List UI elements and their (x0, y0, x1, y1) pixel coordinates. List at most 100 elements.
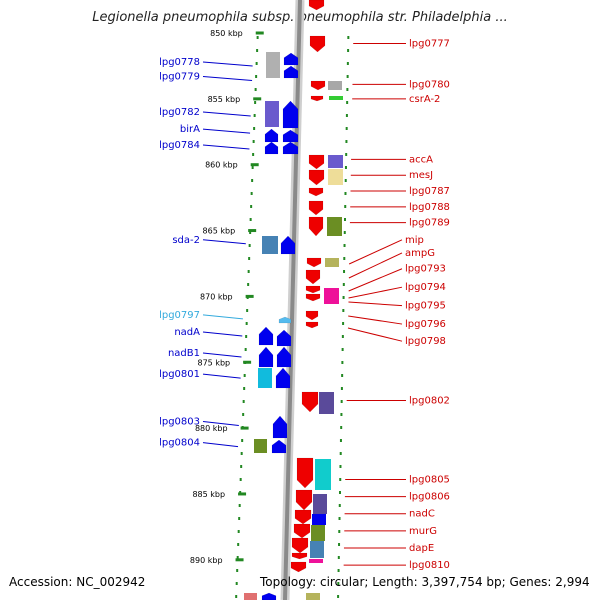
rail-tick (244, 348, 247, 351)
rail-tick (252, 153, 255, 156)
leader-line (202, 421, 239, 427)
rail-tick (248, 257, 251, 260)
gene-arrow (305, 269, 321, 285)
leader-line (202, 352, 242, 358)
gene-label-right[interactable]: lpg0777 (409, 39, 450, 50)
gene-box (319, 392, 334, 414)
gene-arrow (308, 200, 324, 216)
gene-label-right[interactable]: mip (405, 235, 424, 246)
leader-line (348, 286, 403, 299)
gene-label-left[interactable]: nadB1 (168, 348, 200, 359)
gene-label-right[interactable]: lpg0788 (409, 202, 450, 213)
rail-tick (340, 387, 343, 390)
gene-label-left[interactable]: sda-2 (172, 235, 200, 246)
leader-line (348, 252, 403, 279)
rail-tick (342, 309, 345, 312)
gene-arrow (308, 169, 325, 186)
gene-label-left[interactable]: lpg0782 (159, 107, 200, 118)
gene-label-right[interactable]: lpg0793 (405, 264, 446, 275)
rail-tick (245, 322, 248, 325)
leader-line (202, 128, 251, 134)
gene-arrow (264, 141, 279, 155)
gene-label-right[interactable]: lpg0805 (409, 474, 450, 485)
rail-tick (242, 400, 245, 403)
gene-label-right[interactable]: murG (409, 526, 437, 537)
rail-tick (343, 231, 346, 234)
rail-tick (252, 140, 255, 143)
gene-arrow (295, 489, 313, 511)
rail-tick (243, 387, 246, 390)
kbp-tick-mark (245, 294, 254, 298)
kbp-tick-label: 850 kbp (210, 29, 243, 38)
gene-label-right[interactable]: lpg0796 (405, 319, 446, 330)
leader-line (202, 111, 251, 117)
gene-label-right[interactable]: lpg0798 (405, 336, 446, 347)
rail-tick (253, 114, 256, 117)
rail-tick (238, 504, 241, 507)
gene-arrow (305, 293, 321, 302)
rail-tick (236, 556, 239, 559)
gene-label-right[interactable]: lpg0795 (405, 301, 446, 312)
rail-tick (339, 478, 342, 481)
gene-label-right[interactable]: nadC (409, 509, 435, 520)
gene-label-left[interactable]: lpg0804 (159, 438, 200, 449)
gene-label-left[interactable]: lpg0803 (159, 417, 200, 428)
rail-tick (346, 75, 349, 78)
gene-label-right[interactable]: lpg0810 (409, 560, 450, 571)
rail-tick (344, 166, 347, 169)
rail-tick (343, 244, 346, 247)
rail-tick (239, 478, 242, 481)
gene-label-left[interactable]: birA (180, 124, 200, 135)
gene-box (262, 236, 278, 254)
gene-label-left[interactable]: lpg0779 (159, 71, 200, 82)
rail-tick (345, 153, 348, 156)
gene-box (313, 494, 327, 514)
rail-tick (345, 140, 348, 143)
rail-tick (346, 101, 349, 104)
kbp-tick-mark (238, 492, 247, 496)
gene-label-left[interactable]: lpg0784 (159, 140, 200, 151)
gene-label-left[interactable]: nadA (174, 327, 200, 338)
gene-arrow (258, 346, 274, 368)
rail-tick (344, 218, 347, 221)
rail-tick (347, 49, 350, 52)
gene-arrow (272, 415, 288, 439)
gene-arrow (308, 216, 324, 237)
gene-label-left[interactable]: lpg0801 (159, 369, 200, 380)
gene-label-right[interactable]: dapE (409, 543, 434, 554)
kbp-tick-mark (248, 229, 257, 233)
rail-tick (340, 400, 343, 403)
gene-label-right[interactable]: csrA-2 (409, 94, 440, 105)
gene-label-right[interactable]: lpg0789 (409, 218, 450, 229)
gene-label-right[interactable]: ampG (405, 248, 435, 259)
gene-label-left[interactable]: lpg0797 (159, 310, 200, 321)
gene-label-right[interactable]: lpg0802 (409, 395, 450, 406)
leader-line (202, 373, 241, 379)
genome-backbone (283, 0, 302, 600)
gene-arrow (310, 95, 324, 102)
gene-arrow (310, 80, 326, 91)
gene-label-right[interactable]: mesJ (409, 170, 433, 181)
gene-label-right[interactable]: lpg0780 (409, 79, 450, 90)
rail-tick (347, 36, 350, 39)
gene-label-right[interactable]: accA (409, 154, 433, 165)
gene-arrow (305, 285, 321, 294)
leader-line (348, 315, 403, 325)
rail-tick (344, 192, 347, 195)
rail-tick (343, 257, 346, 260)
kbp-tick-label: 870 kbp (200, 292, 233, 301)
kbp-tick-mark (255, 31, 264, 35)
rail-tick (342, 283, 345, 286)
rail-tick (251, 179, 254, 182)
rail-tick (344, 179, 347, 182)
gene-arrow (308, 154, 325, 170)
gene-box (328, 169, 343, 185)
rail-tick (253, 127, 256, 130)
leader-line (202, 331, 243, 337)
gene-label-right[interactable]: lpg0806 (409, 492, 450, 503)
rail-tick (342, 296, 345, 299)
gene-label-left[interactable]: lpg0778 (159, 57, 200, 68)
gene-label-right[interactable]: lpg0787 (409, 186, 450, 197)
gene-label-right[interactable]: lpg0794 (405, 282, 446, 293)
